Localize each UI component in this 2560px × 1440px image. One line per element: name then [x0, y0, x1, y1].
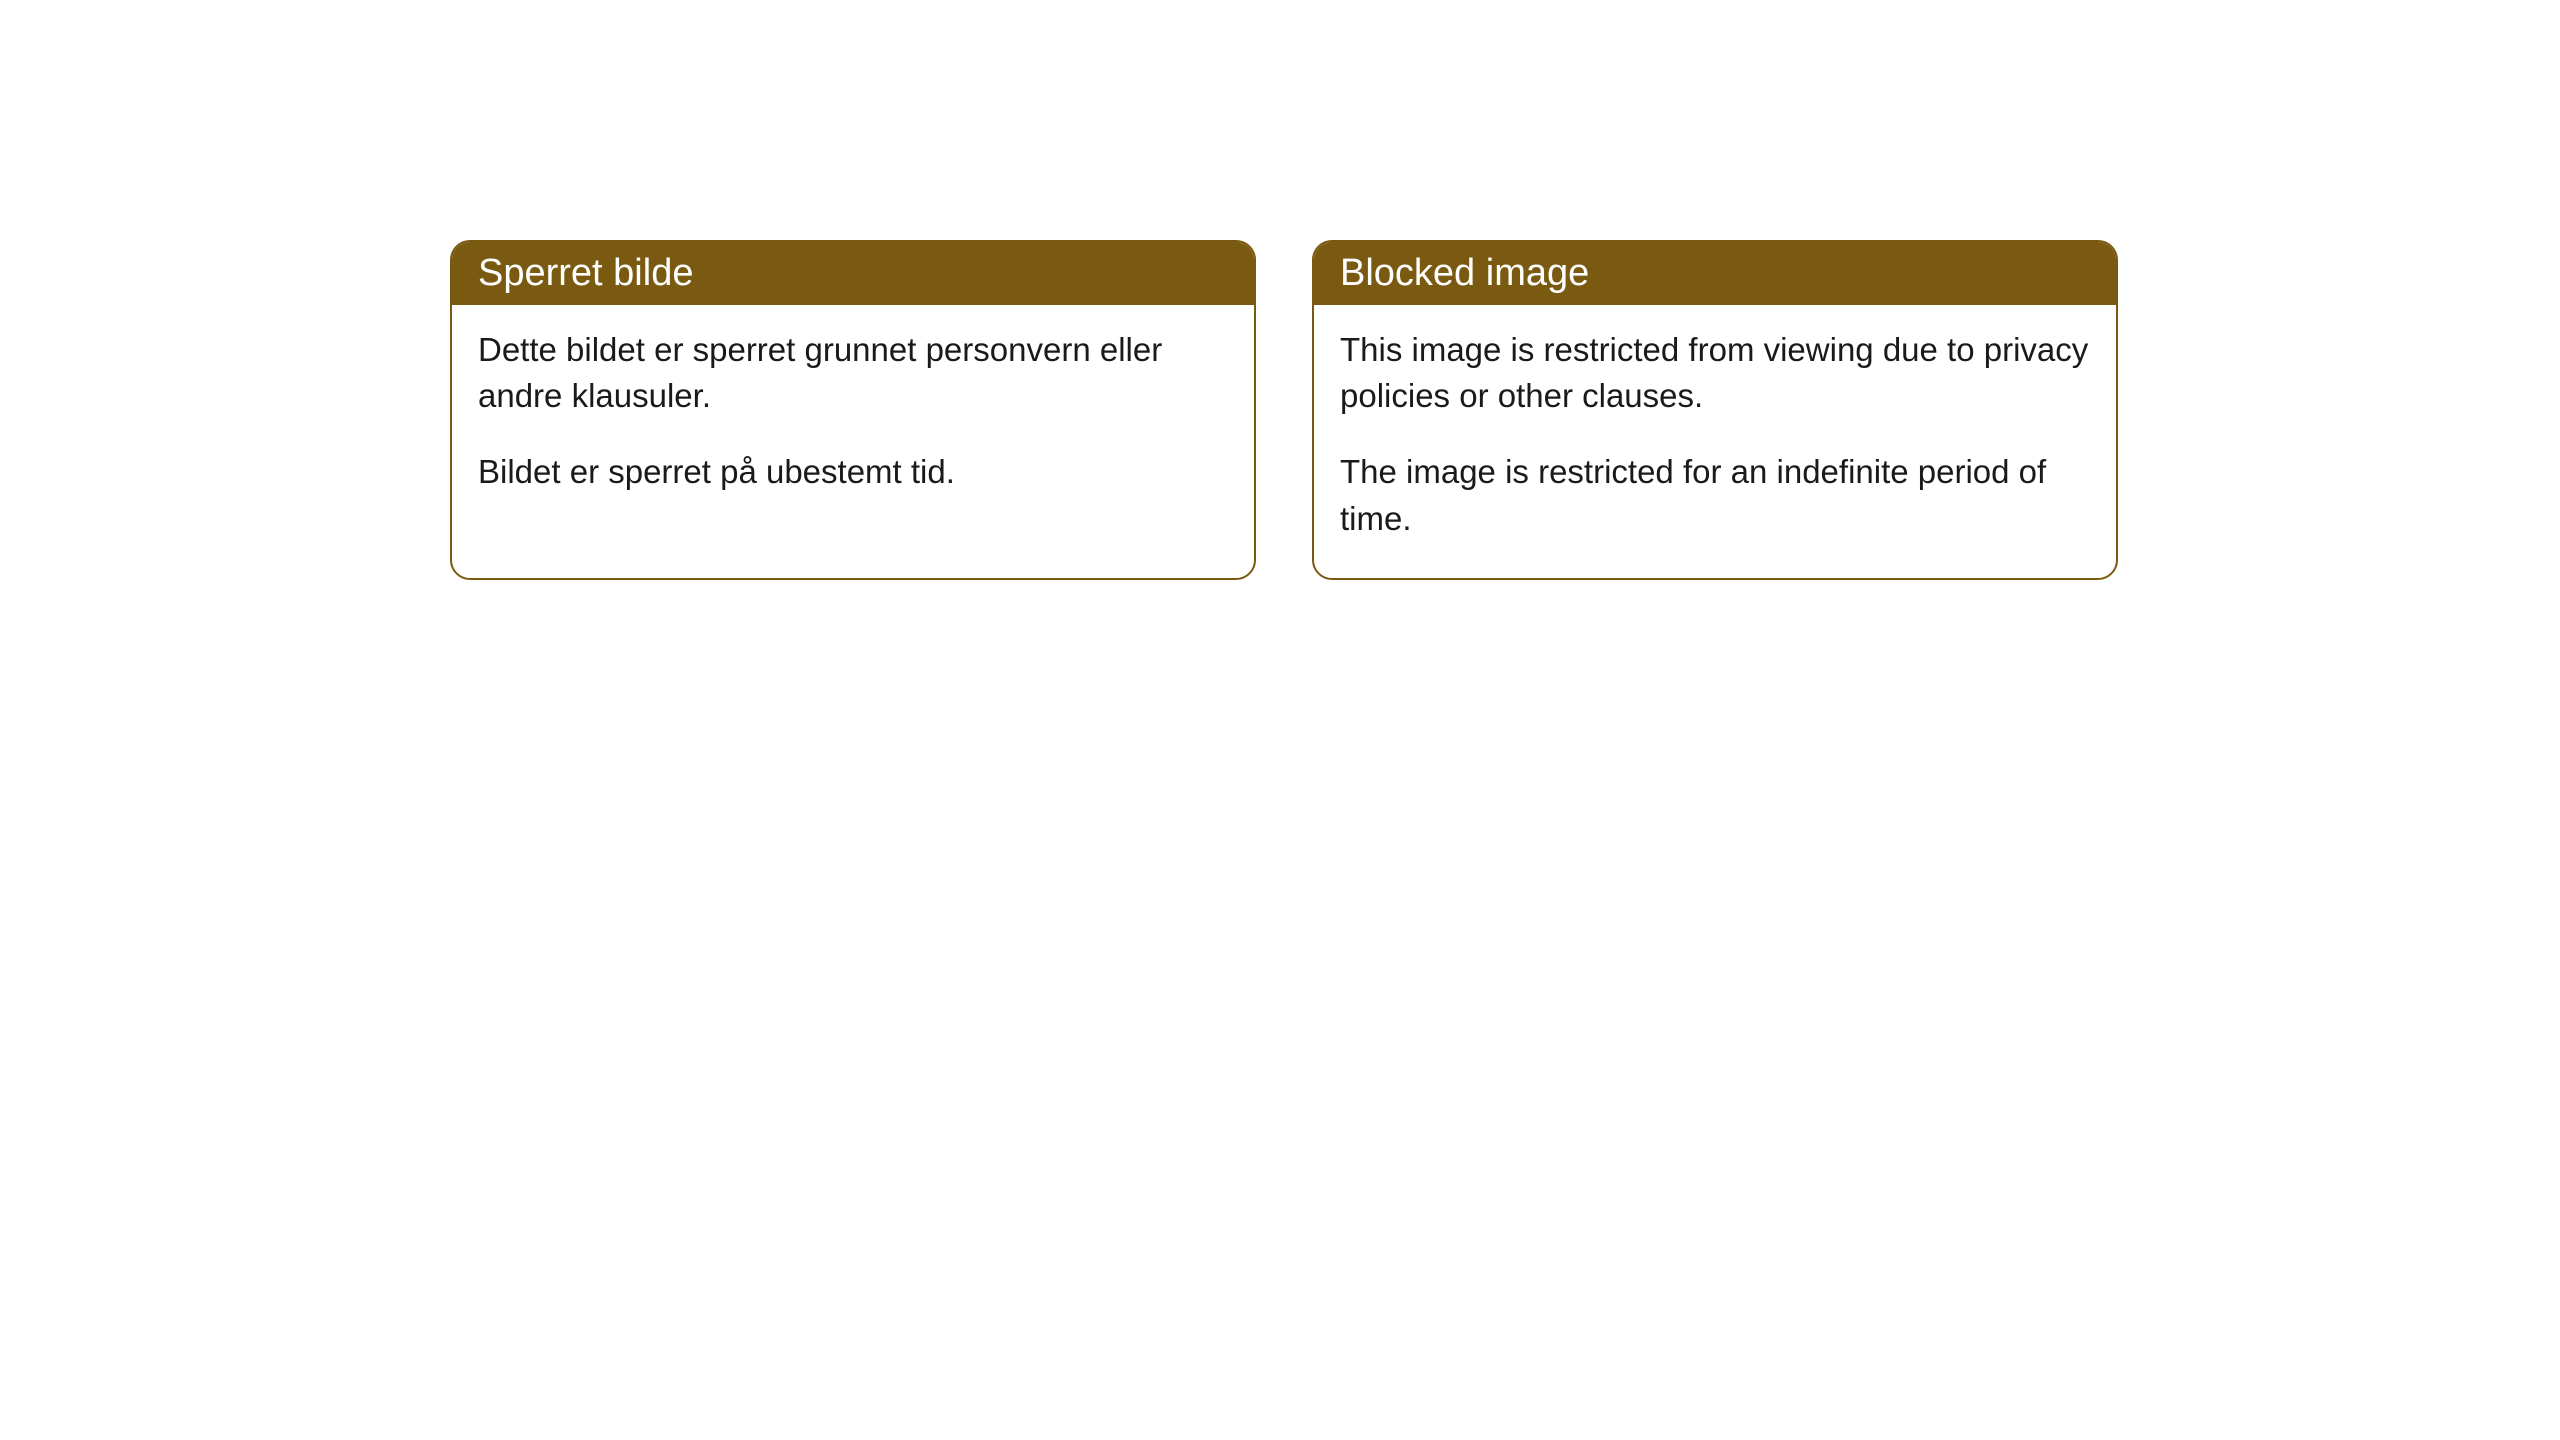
card-title-english: Blocked image: [1340, 252, 1589, 294]
card-paragraph-1-norwegian: Dette bildet er sperret grunnet personve…: [478, 327, 1228, 419]
blocked-image-card-english: Blocked image This image is restricted f…: [1312, 240, 2118, 580]
card-paragraph-1-english: This image is restricted from viewing du…: [1340, 327, 2090, 419]
card-paragraph-2-english: The image is restricted for an indefinit…: [1340, 449, 2090, 541]
card-header-english: Blocked image: [1314, 242, 2116, 305]
card-header-norwegian: Sperret bilde: [452, 242, 1254, 305]
card-paragraph-2-norwegian: Bildet er sperret på ubestemt tid.: [478, 449, 1228, 495]
notification-cards-container: Sperret bilde Dette bildet er sperret gr…: [450, 240, 2118, 580]
card-title-norwegian: Sperret bilde: [478, 252, 693, 294]
blocked-image-card-norwegian: Sperret bilde Dette bildet er sperret gr…: [450, 240, 1256, 580]
card-body-english: This image is restricted from viewing du…: [1314, 305, 2116, 578]
card-body-norwegian: Dette bildet er sperret grunnet personve…: [452, 305, 1254, 532]
